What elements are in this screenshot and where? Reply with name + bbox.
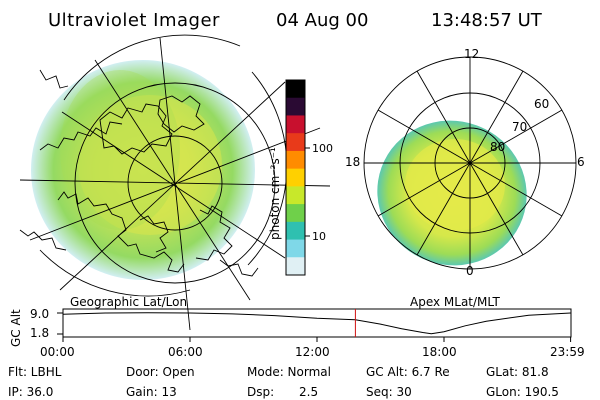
altitude-curve	[62, 312, 571, 335]
mlat-label-70: 70	[512, 120, 527, 134]
geo-coastlines	[19, 69, 259, 277]
apex-panel: 12 18 6 0 60 70 80 Apex MLat/MLT	[345, 47, 585, 309]
colorbar-swatch	[286, 150, 305, 170]
colorbar-swatches	[286, 80, 305, 276]
geographic-panel: Geographic Lat/Lon	[19, 34, 331, 331]
mlt-label-12: 12	[464, 47, 479, 61]
colorbar: 100 10 photon cm⁻²s⁻¹	[268, 79, 333, 276]
image-time: 13:48:57 UT	[431, 10, 543, 31]
colorbar-tick-label-100: 100	[312, 142, 333, 155]
seq-status: Seq: 30	[366, 385, 412, 399]
mlat-label-60: 60	[534, 97, 549, 111]
altitude-xtick-0600: 06:00	[168, 345, 203, 359]
door-status: Door: Open	[126, 365, 195, 379]
colorbar-swatch	[286, 257, 305, 276]
altitude-ytick-min: 1.8	[30, 326, 49, 340]
dsp-label: Dsp:	[247, 385, 274, 399]
apex-aurora-core	[405, 139, 505, 231]
mlat-label-80: 80	[490, 140, 505, 154]
mlt-label-0: 0	[466, 264, 474, 278]
altitude-xtick-0000: 00:00	[40, 345, 75, 359]
colorbar-swatch	[286, 133, 305, 152]
mlt-label-6: 6	[577, 155, 585, 169]
glon-status: GLon: 190.5	[486, 385, 559, 399]
gc-alt-status: GC Alt: 6.7 Re	[366, 365, 450, 379]
dsp-value: 2.5	[299, 385, 318, 399]
mlt-label-18: 18	[345, 155, 360, 169]
colorbar-swatch	[286, 239, 305, 258]
colorbar-swatch	[286, 204, 305, 223]
altitude-xtick-1200: 12:00	[295, 345, 330, 359]
filter-status: Flt: LBHL	[8, 365, 62, 379]
colorbar-swatch	[286, 115, 305, 134]
image-date: 04 Aug 00	[276, 10, 368, 31]
altitude-xtick-2359: 23:59	[550, 345, 585, 359]
altitude-plot: GC Alt 9.0 1.8 00:00 06:00 12:00 18:00 2…	[9, 307, 585, 359]
geo-aurora-inner	[78, 95, 222, 235]
colorbar-swatch	[286, 80, 305, 99]
altitude-ytick-max: 9.0	[30, 307, 49, 321]
colorbar-tick-label-10: 10	[312, 230, 326, 243]
ip-status: IP: 36.0	[8, 385, 53, 399]
altitude-xtick-marks	[62, 337, 572, 342]
altitude-ylabel: GC Alt	[9, 309, 23, 347]
colorbar-swatch	[286, 97, 305, 116]
geo-grid	[19, 34, 331, 331]
glat-status: GLat: 81.8	[486, 365, 549, 379]
colorbar-frame	[285, 79, 306, 276]
status-footer: Flt: LBHL Door: Open Mode: Normal GC Alt…	[8, 365, 559, 399]
colorbar-unit-label: photon cm⁻²s⁻¹	[268, 147, 282, 240]
apex-panel-label: Apex MLat/MLT	[410, 295, 500, 309]
colorbar-swatch	[286, 186, 305, 205]
colorbar-swatch	[286, 168, 305, 187]
mode-status: Mode: Normal	[247, 365, 331, 379]
altitude-xtick-1800: 18:00	[422, 345, 457, 359]
gain-status: Gain: 13	[126, 385, 177, 399]
geo-panel-label: Geographic Lat/Lon	[70, 295, 187, 309]
instrument-title: Ultraviolet Imager	[48, 10, 220, 31]
apex-grid	[363, 56, 577, 270]
colorbar-swatch	[286, 221, 305, 241]
